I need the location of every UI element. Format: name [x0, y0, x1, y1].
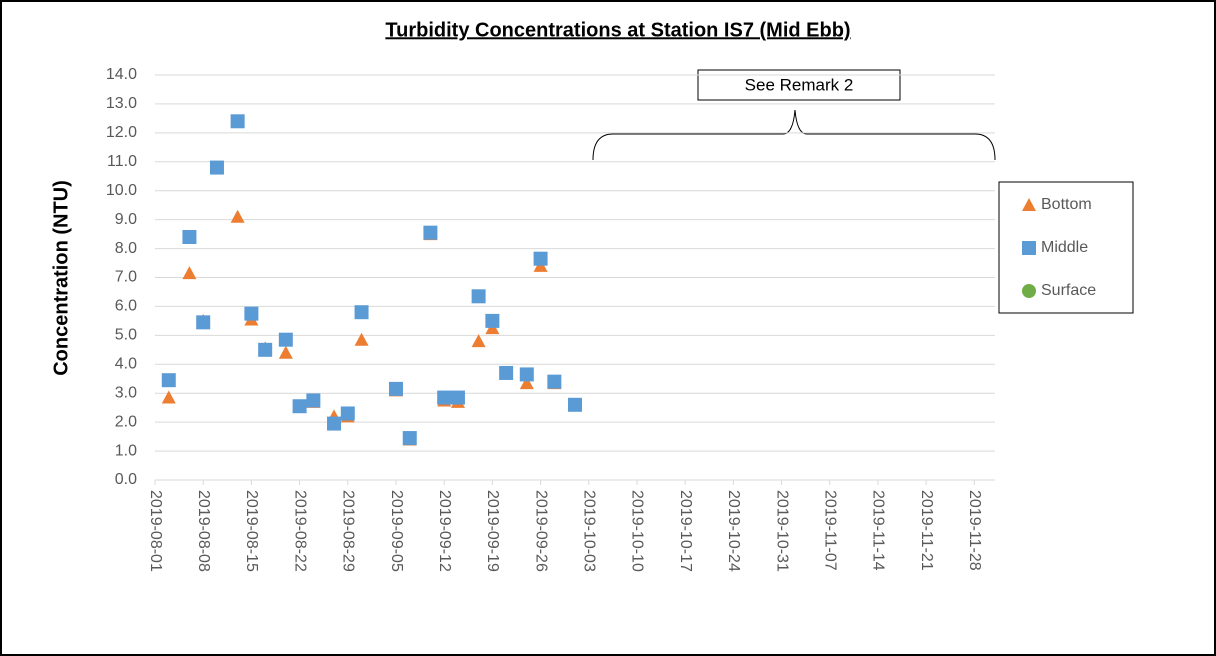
y-tick-label: 9.0 — [115, 211, 137, 228]
square-marker — [450, 390, 465, 405]
x-tick-label: 2019-08-01 — [147, 490, 164, 572]
square-marker — [244, 306, 259, 321]
x-tick-label: 2019-10-31 — [773, 490, 790, 572]
y-tick-label: 10.0 — [106, 182, 137, 199]
square-marker — [292, 399, 307, 414]
x-tick-label: 2019-09-12 — [436, 490, 453, 572]
square-marker — [230, 114, 245, 129]
bracket — [592, 109, 996, 161]
square-marker — [161, 373, 176, 388]
square-marker — [471, 289, 486, 304]
triangle-marker — [1022, 198, 1036, 211]
square-marker — [258, 342, 273, 357]
y-tick-label: 13.0 — [106, 95, 137, 112]
chart-title: Turbidity Concentrations at Station IS7 … — [385, 19, 850, 41]
y-tick-label: 7.0 — [115, 269, 137, 286]
x-tick-label: 2019-09-19 — [484, 490, 501, 572]
triangle-marker — [230, 209, 245, 223]
y-tick-label: 3.0 — [115, 384, 137, 401]
x-tick-label: 2019-11-14 — [870, 490, 887, 571]
x-tick-label: 2019-08-08 — [195, 490, 212, 572]
y-tick-label: 5.0 — [115, 327, 137, 344]
triangle-marker — [161, 390, 176, 404]
legend-label: Middle — [1041, 239, 1088, 256]
x-tick-label: 2019-10-24 — [725, 490, 742, 572]
x-tick-label: 2019-11-21 — [918, 490, 935, 571]
x-tick-label: 2019-11-07 — [822, 490, 839, 571]
square-marker — [388, 381, 403, 396]
annotation: See Remark 2 — [745, 75, 854, 94]
circle-marker — [1022, 284, 1036, 298]
square-marker — [327, 416, 342, 431]
x-tick-label: 2019-08-22 — [291, 490, 308, 572]
square-marker — [182, 230, 197, 244]
x-tick-label: 2019-09-26 — [532, 490, 549, 572]
y-tick-label: 2.0 — [115, 413, 137, 430]
square-marker — [306, 393, 321, 408]
square-marker — [278, 332, 293, 347]
y-tick-label: 8.0 — [115, 240, 137, 257]
legend-label: Bottom — [1041, 196, 1092, 213]
square-marker — [423, 225, 438, 240]
y-tick-label: 6.0 — [115, 298, 137, 315]
y-tick-label: 14.0 — [106, 66, 137, 83]
square-marker — [402, 431, 417, 446]
square-marker — [519, 367, 534, 382]
square-marker — [499, 365, 514, 380]
square-marker — [568, 397, 582, 412]
square-marker — [437, 390, 452, 405]
square-marker — [547, 374, 562, 389]
square-marker — [1022, 241, 1036, 255]
x-tick-label: 2019-11-28 — [966, 490, 983, 571]
triangle-marker — [354, 332, 369, 346]
x-tick-label: 2019-10-17 — [677, 490, 694, 572]
square-marker — [485, 313, 500, 328]
square-marker — [196, 315, 211, 330]
triangle-marker — [471, 334, 486, 348]
square-marker — [340, 406, 355, 421]
y-tick-label: 11.0 — [107, 153, 137, 170]
x-tick-label: 2019-10-03 — [581, 490, 598, 572]
x-tick-label: 2019-08-15 — [243, 490, 260, 572]
x-tick-label: 2019-08-29 — [340, 490, 357, 572]
y-tick-label: 12.0 — [106, 124, 137, 141]
y-axis-label: Concentration (NTU) — [50, 180, 72, 376]
x-tick-label: 2019-09-05 — [388, 490, 405, 572]
square-marker — [209, 160, 224, 175]
triangle-marker — [519, 376, 534, 390]
triangle-marker — [278, 345, 293, 359]
x-tick-label: 2019-10-10 — [629, 490, 646, 572]
legend — [998, 181, 1134, 314]
square-marker — [533, 251, 548, 266]
y-tick-label: 0.0 — [115, 471, 137, 488]
legend-label: Surface — [1041, 282, 1096, 299]
square-marker — [354, 305, 369, 320]
y-tick-label: 1.0 — [115, 442, 137, 459]
y-tick-label: 4.0 — [115, 356, 137, 373]
triangle-marker — [182, 266, 197, 280]
